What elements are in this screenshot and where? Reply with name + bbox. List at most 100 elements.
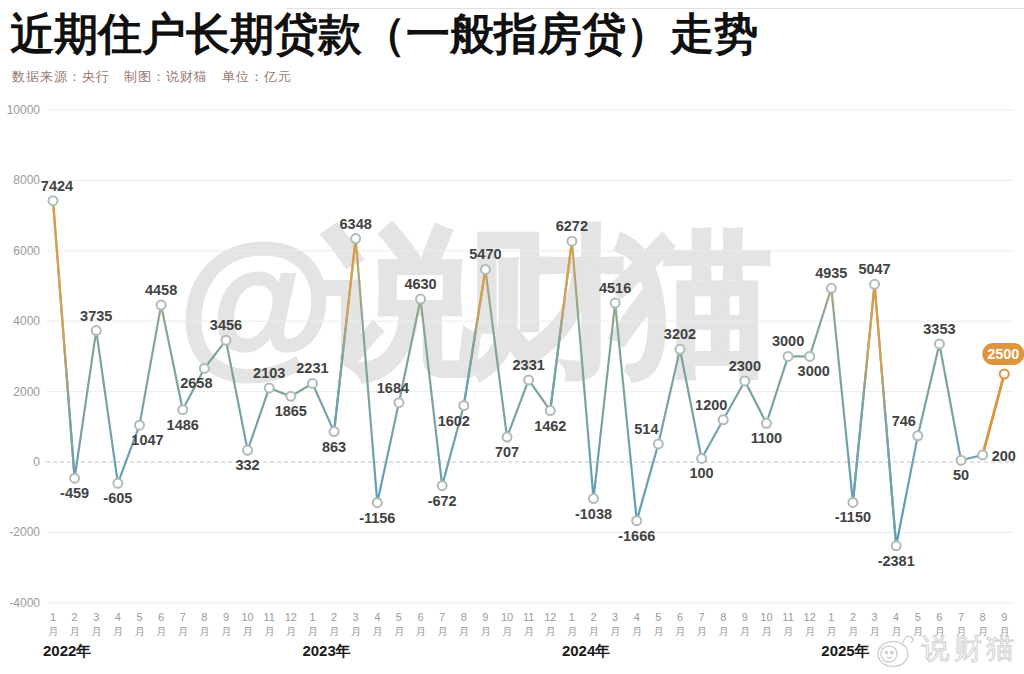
value-label: 100	[689, 465, 713, 481]
data-point-marker	[784, 352, 793, 361]
x-tick-month: 1	[828, 611, 834, 623]
x-tick-month-suffix: 月	[696, 625, 707, 637]
x-tick-month: 4	[634, 611, 640, 623]
value-label: 332	[235, 457, 259, 473]
data-point-marker	[200, 364, 209, 373]
data-point-marker	[1000, 370, 1009, 379]
x-tick-month-suffix: 月	[761, 625, 772, 637]
x-tick-month: 9	[1001, 611, 1007, 623]
data-point-marker	[135, 421, 144, 430]
data-point-marker	[675, 345, 684, 354]
value-label: -1156	[359, 510, 395, 526]
x-tick-month-suffix: 月	[437, 625, 448, 637]
x-tick-month: 9	[742, 611, 748, 623]
x-tick-month-suffix: 月	[588, 625, 599, 637]
data-point-marker	[870, 280, 879, 289]
x-tick-month-suffix: 月	[610, 625, 621, 637]
x-tick-month: 7	[439, 611, 445, 623]
data-point-marker	[654, 439, 663, 448]
value-label: 5047	[858, 261, 890, 277]
value-label: 3000	[798, 363, 830, 379]
data-point-marker	[243, 446, 252, 455]
data-point-marker	[373, 498, 382, 507]
x-tick-month-suffix: 月	[264, 625, 275, 637]
data-point-marker	[503, 433, 512, 442]
data-point-marker	[740, 377, 749, 386]
value-label: 3202	[664, 326, 696, 342]
value-label: 2300	[729, 358, 761, 374]
x-tick-month: 2	[331, 611, 337, 623]
x-tick-month: 5	[396, 611, 402, 623]
x-tick-month: 10	[241, 611, 253, 623]
x-tick-month: 7	[699, 611, 705, 623]
trend-line	[53, 201, 1004, 546]
data-point-marker	[805, 352, 814, 361]
value-label: 1684	[377, 380, 409, 396]
value-label: 3456	[210, 317, 242, 333]
value-label: 4630	[404, 276, 436, 292]
highlight-segment	[983, 374, 1005, 455]
x-tick-month: 7	[958, 611, 964, 623]
x-tick-month-suffix: 月	[631, 625, 642, 637]
x-tick-month-suffix: 月	[502, 625, 513, 637]
value-label: 2231	[296, 360, 328, 376]
x-tick-month: 5	[915, 611, 921, 623]
highlight-badge-text: 2500	[987, 346, 1019, 362]
x-tick-month-suffix: 月	[91, 625, 102, 637]
x-tick-month-suffix: 月	[480, 625, 491, 637]
value-label: 3735	[80, 308, 112, 324]
x-tick-month: 8	[201, 611, 207, 623]
x-tick-month-suffix: 月	[653, 625, 664, 637]
data-point-marker	[589, 494, 598, 503]
y-tick-label: 2000	[13, 385, 40, 399]
x-tick-month: 2	[850, 611, 856, 623]
x-tick-month-suffix: 月	[177, 625, 188, 637]
data-point-marker	[265, 383, 274, 392]
corner-watermark: 说财猫	[872, 626, 1018, 672]
x-tick-month: 12	[544, 611, 556, 623]
y-tick-label: 0	[33, 455, 40, 469]
y-tick-label: 8000	[13, 173, 40, 187]
value-label: -672	[428, 493, 457, 509]
x-tick-month-suffix: 月	[394, 625, 405, 637]
value-label: 50	[953, 467, 969, 483]
x-tick-month-suffix: 月	[523, 625, 534, 637]
x-tick-month: 6	[936, 611, 942, 623]
value-label: -605	[103, 490, 132, 506]
y-tick-label: 6000	[13, 244, 40, 258]
x-tick-month: 10	[760, 611, 772, 623]
value-label: 2103	[253, 365, 285, 381]
x-tick-month: 1	[569, 611, 575, 623]
x-tick-month-suffix: 月	[675, 625, 686, 637]
x-year-label: 2024年	[562, 642, 610, 659]
data-point-marker	[394, 398, 403, 407]
data-point-marker	[330, 427, 339, 436]
value-label: 1200	[695, 397, 727, 413]
value-label: -1038	[575, 506, 612, 522]
y-tick-label: -4000	[9, 596, 40, 610]
value-label: 1865	[275, 403, 307, 419]
x-year-label: 2023年	[302, 642, 350, 659]
data-point-marker	[157, 301, 166, 310]
x-tick-month: 3	[871, 611, 877, 623]
data-point-marker	[70, 474, 79, 483]
value-label: 2658	[180, 375, 212, 391]
x-tick-month: 6	[417, 611, 423, 623]
x-tick-month: 8	[461, 611, 467, 623]
cat-logo-icon	[872, 626, 918, 672]
x-tick-month-suffix: 月	[826, 625, 837, 637]
x-tick-month: 10	[501, 611, 513, 623]
x-tick-month: 3	[353, 611, 359, 623]
value-label: 200	[992, 448, 1016, 464]
x-tick-month-suffix: 月	[329, 625, 340, 637]
data-point-marker	[178, 405, 187, 414]
x-tick-month: 11	[523, 611, 534, 623]
x-tick-month-suffix: 月	[242, 625, 253, 637]
value-label: 2331	[513, 357, 545, 373]
x-tick-month-suffix: 月	[286, 625, 297, 637]
value-label: 4458	[145, 282, 177, 298]
orange-segment	[550, 241, 572, 410]
x-tick-month: 5	[655, 611, 661, 623]
value-label: -2381	[878, 553, 915, 569]
data-point-marker	[351, 234, 360, 243]
